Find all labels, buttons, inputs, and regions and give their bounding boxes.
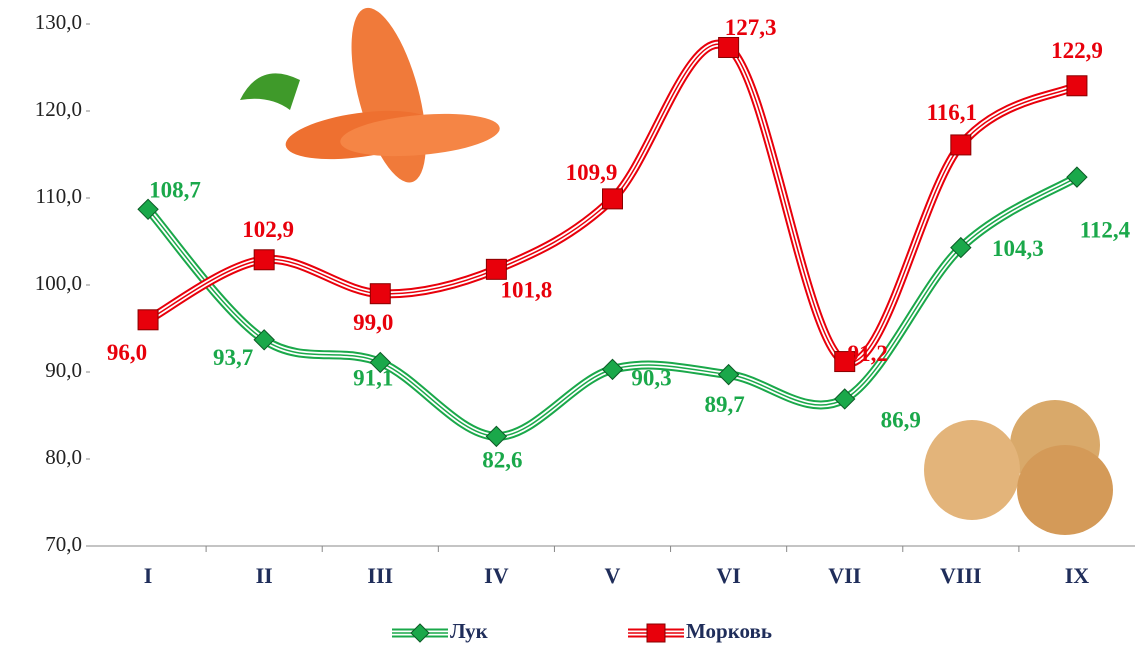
marker	[369, 351, 391, 374]
x-tick-label: II	[256, 563, 273, 588]
y-tick-label: 100,0	[35, 271, 82, 295]
data-label: 99,0	[353, 310, 393, 335]
marker	[253, 249, 275, 271]
marker	[601, 358, 624, 381]
data-label: 112,4	[1080, 217, 1131, 242]
x-tick-label: IX	[1065, 563, 1090, 588]
marker	[485, 425, 508, 448]
data-label: 86,9	[881, 407, 921, 432]
x-tick-label: III	[367, 563, 393, 588]
marker	[1066, 75, 1088, 97]
marker	[717, 363, 740, 386]
marker	[1066, 166, 1088, 188]
legend-marker	[646, 623, 666, 643]
marker	[137, 309, 159, 331]
marker	[950, 236, 972, 259]
data-label: 96,0	[107, 340, 147, 365]
y-tick-label: 80,0	[45, 445, 82, 469]
marker	[369, 283, 391, 305]
x-tick-label: VIII	[940, 563, 982, 588]
marker	[834, 388, 856, 410]
y-tick-label: 90,0	[45, 358, 82, 382]
legend-label: Морковь	[686, 619, 772, 643]
y-tick-label: 130,0	[35, 10, 82, 34]
x-tick-label: V	[605, 563, 621, 588]
legend-marker	[410, 623, 430, 643]
x-tick-label: IV	[484, 563, 509, 588]
marker	[718, 36, 740, 58]
data-label: 91,1	[353, 366, 393, 391]
y-tick-label: 70,0	[45, 532, 82, 556]
data-label: 127,3	[725, 15, 777, 40]
marker	[950, 134, 972, 156]
data-label: 102,9	[242, 217, 294, 242]
data-label: 89,7	[704, 392, 744, 417]
data-label: 91,2	[848, 341, 888, 366]
data-label: 93,7	[213, 345, 253, 370]
data-label: 108,7	[149, 178, 201, 203]
data-label: 101,8	[501, 278, 553, 303]
data-label: 109,9	[566, 160, 618, 185]
marker	[602, 188, 623, 210]
carrot-image	[240, 7, 500, 183]
marker	[137, 198, 159, 221]
data-label: 104,3	[992, 236, 1044, 261]
marker	[253, 329, 275, 351]
data-label: 90,3	[631, 366, 671, 391]
x-tick-label: VI	[716, 563, 740, 588]
data-label: 82,6	[482, 448, 522, 473]
marker	[485, 258, 507, 280]
onion-image	[924, 400, 1113, 535]
legend-label: Лук	[450, 619, 489, 643]
line	[147, 176, 1078, 438]
data-label: 122,9	[1051, 38, 1103, 63]
line-inner	[146, 174, 1079, 439]
y-tick-label: 110,0	[36, 184, 82, 208]
x-tick-label: I	[144, 563, 153, 588]
x-tick-label: VII	[828, 563, 861, 588]
marker	[834, 351, 856, 373]
line-outer	[144, 173, 1080, 441]
line	[147, 43, 1078, 364]
y-tick-label: 120,0	[35, 97, 82, 121]
data-label: 116,1	[927, 100, 977, 125]
